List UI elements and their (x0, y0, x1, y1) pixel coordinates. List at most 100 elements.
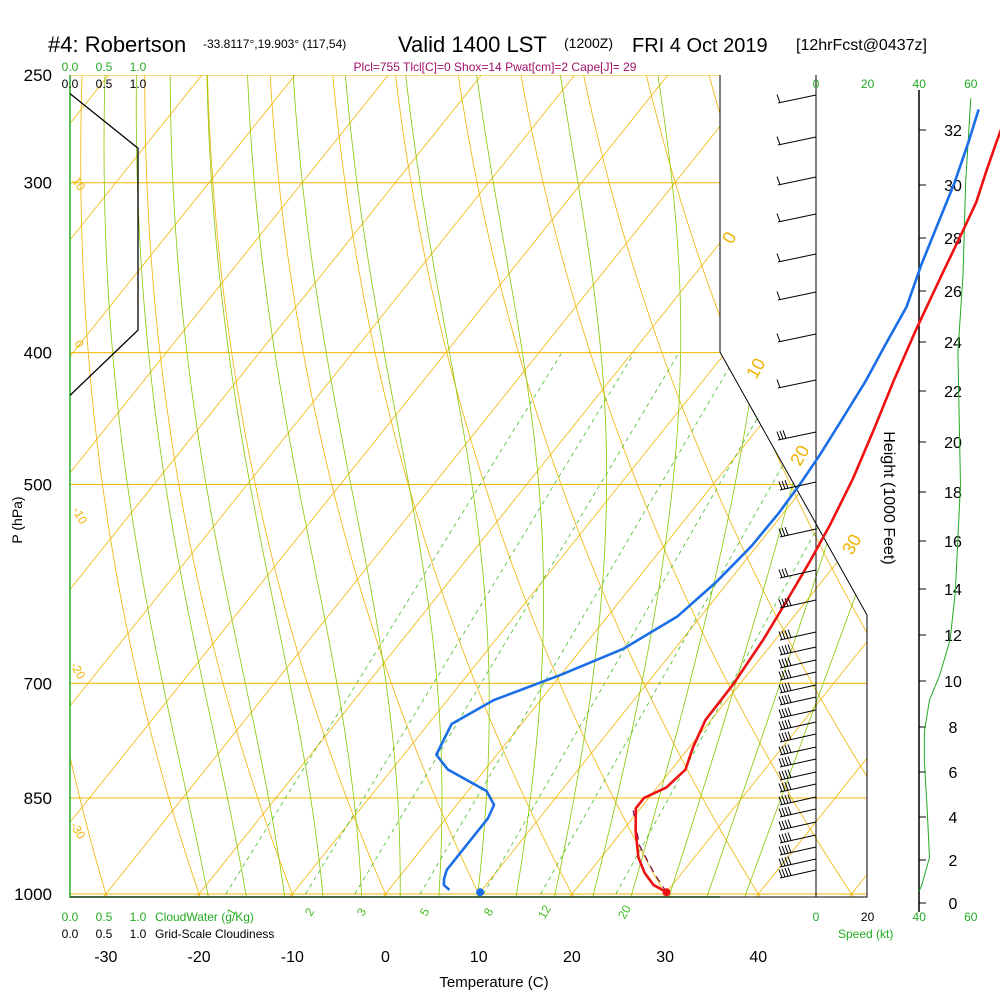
wind-barb-flag (787, 707, 792, 716)
wind-barb-flag (781, 527, 786, 537)
plot-frame-right (70, 75, 868, 898)
mixing-ratio-label: 8 (481, 905, 497, 918)
cloudiness-scale-tick: 1.0 (130, 77, 147, 91)
height-tick: 16 (944, 534, 962, 551)
isotherm (734, 75, 867, 897)
cloudiness-scale-tick: 1.0 (130, 927, 147, 941)
temperature-tick: -10 (281, 949, 304, 966)
height-tick: 22 (944, 384, 962, 401)
sounding-profiles (69, 93, 1000, 897)
cloud-scale-labels: 0.0 0.5 1.0 0.0 0.5 1.0 0.0 0.5 1.0 0.0 0.5 1.0 (62, 60, 147, 941)
pressure-tick: 700 (24, 674, 52, 693)
dry-adiabat-label: 10 (742, 355, 769, 382)
station-title: #4: Robertson (48, 32, 186, 57)
cloudwater-scale-tick: 0.5 (96, 910, 113, 924)
wind-barb-flag (784, 732, 789, 741)
pressure-tick: 500 (24, 476, 52, 495)
dry-adiabat (826, 75, 867, 897)
cloudwater-scale-tick: 0.5 (96, 60, 113, 74)
wind-barb-flag (778, 684, 783, 693)
wind-barb-flag (781, 732, 786, 742)
pressure-tick: 400 (24, 344, 52, 363)
wind-barb (779, 646, 817, 656)
wind-barb-flag (781, 745, 786, 755)
wind-barb-flag (787, 867, 792, 876)
height-tick: 32 (944, 123, 962, 140)
speed-tick: 60 (964, 910, 978, 924)
wind-barb-flag (778, 709, 783, 718)
pressure-tick: 250 (24, 66, 52, 85)
wind-barb (779, 569, 817, 579)
wind-barb-flag (778, 869, 783, 878)
dry-adiabat (330, 75, 588, 897)
forecast-info: [12hrFcst@0437z] (796, 37, 927, 54)
wind-barb-flag (787, 806, 792, 815)
wind-barb-flag (778, 846, 783, 855)
wind-barb-flag (787, 719, 792, 728)
height-tick: 0 (949, 896, 958, 913)
wind-barb (779, 599, 817, 609)
mixing-ratio-line (483, 352, 796, 895)
pressure-tick: 850 (24, 789, 52, 808)
wind-barb (779, 659, 817, 669)
height-tick: 2 (949, 853, 958, 870)
isotherm (70, 75, 688, 897)
moist-adiabat (135, 75, 251, 897)
wind-barb-flag (778, 758, 783, 767)
dry-adiabat (206, 75, 399, 897)
wind-barb-flag (784, 670, 789, 679)
wind-barb-flag (781, 598, 786, 608)
wind-barb-flag (781, 857, 786, 867)
wind-barb-flag (787, 731, 792, 740)
wind-barb-flag (784, 658, 789, 667)
wind-barb-flag (776, 94, 781, 103)
wind-barb-flag (787, 844, 792, 853)
wind-barb-flag (781, 795, 786, 805)
wind-barb-flag (776, 291, 781, 300)
wind-barb-flag (784, 695, 789, 704)
wind-barb (777, 379, 817, 389)
moist-adiabat (291, 75, 401, 897)
moist-adiabat (697, 75, 867, 897)
temperature-tick-labels: -30 -20 -10 0 10 20 30 40 (94, 949, 767, 966)
wind-barb (779, 671, 817, 681)
wind-barb-flag (781, 845, 786, 855)
pressure-tick: 300 (24, 174, 52, 193)
isotherm (70, 75, 315, 897)
moist-adiabat (472, 75, 544, 897)
wind-barb-flag (784, 708, 789, 717)
cloudiness-scale-tick: 0.0 (62, 927, 79, 941)
isotherm (82, 75, 781, 897)
wind-barb-flag (784, 568, 789, 577)
wind-barb (779, 758, 817, 768)
wind-barb-flag (778, 733, 783, 742)
wind-barb (779, 771, 817, 781)
mixing-ratio-line (354, 352, 680, 895)
dry-adiabat (0, 51, 20, 923)
wind-barb-flag (778, 834, 783, 843)
wind-barb-flag (787, 769, 792, 778)
speed-tick: 0 (813, 910, 820, 924)
dry-adiabat (80, 75, 210, 897)
speed-tick: 0 (813, 77, 820, 91)
cloudwater-label: CloudWater (g/Kg) (155, 910, 254, 924)
mixing-ratio-label: 12 (535, 902, 554, 921)
wind-barb-flag (778, 631, 783, 640)
height-tick: 20 (944, 435, 962, 452)
height-tick: 4 (949, 810, 958, 827)
wind-barb-flag (784, 720, 789, 729)
wind-barb-flag (778, 569, 783, 578)
dry-adiabat-label: -10 (69, 505, 90, 527)
wind-barb-flag (781, 630, 786, 640)
wind-barb (777, 291, 817, 301)
wind-barb (779, 709, 817, 719)
wind-barb-flag (778, 696, 783, 705)
wind-barb (779, 721, 817, 731)
wind-barb (777, 94, 817, 104)
dry-adiabat-label: 30 (838, 531, 865, 558)
moist-adiabat (103, 75, 214, 897)
cloudwater-scale-tick: 0.0 (62, 60, 79, 74)
moist-adiabat (342, 75, 443, 897)
dry-adiabat (144, 75, 305, 897)
